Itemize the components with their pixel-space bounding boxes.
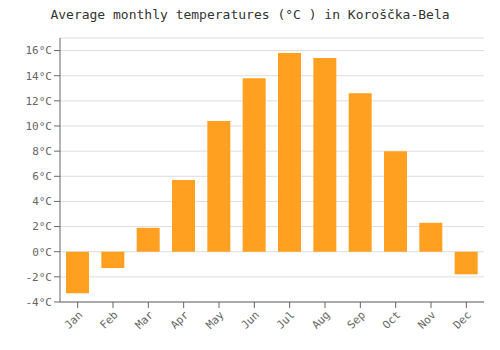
svg-text:16°C: 16°C [26,44,53,57]
svg-text:May: May [203,308,227,332]
svg-text:Apr: Apr [168,308,192,332]
svg-text:Feb: Feb [97,308,120,331]
svg-text:-4°C: -4°C [26,296,53,309]
svg-text:Jan: Jan [62,308,85,331]
svg-text:0°C: 0°C [32,246,52,259]
svg-text:Sep: Sep [345,308,368,331]
svg-text:Dec: Dec [451,308,474,331]
svg-text:Aug: Aug [309,308,332,331]
svg-text:-2°C: -2°C [26,271,53,284]
svg-text:8°C: 8°C [32,145,52,158]
svg-text:Jul: Jul [274,308,297,331]
svg-text:Mar: Mar [133,308,157,332]
svg-text:4°C: 4°C [32,195,52,208]
svg-text:12°C: 12°C [26,95,53,108]
svg-text:Nov: Nov [415,308,439,332]
html-text:Average monthly temperatures (: Average monthly temperatures (°C ) in Ko… [50,7,450,22]
svg-text:2°C: 2°C [32,220,52,233]
svg-text:Jun: Jun [239,308,262,331]
svg-text:14°C: 14°C [26,70,53,83]
svg-text:6°C: 6°C [32,170,52,183]
svg-text:10°C: 10°C [26,120,53,133]
svg-text:Oct: Oct [380,308,403,331]
